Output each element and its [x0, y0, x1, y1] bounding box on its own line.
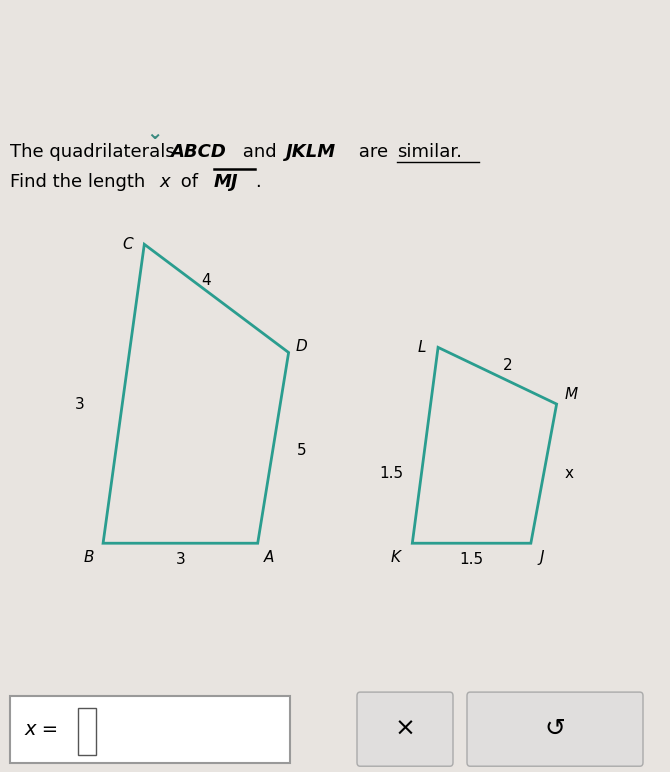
Text: x =: x = — [25, 720, 59, 739]
Text: x: x — [159, 174, 170, 191]
Text: 2: 2 — [503, 358, 513, 373]
Text: D: D — [295, 339, 308, 354]
FancyBboxPatch shape — [10, 696, 290, 763]
Text: are: are — [353, 143, 394, 161]
Text: 3: 3 — [75, 397, 85, 411]
Text: L: L — [417, 340, 426, 355]
Text: 5: 5 — [297, 443, 306, 458]
Text: similar.: similar. — [397, 143, 462, 161]
Text: A: A — [264, 550, 274, 565]
Text: The quadrilaterals: The quadrilaterals — [10, 143, 181, 161]
Text: MJ: MJ — [214, 174, 239, 191]
Text: of: of — [176, 174, 204, 191]
Text: x: x — [565, 466, 574, 481]
Text: ⌄: ⌄ — [147, 124, 163, 143]
Text: 1.5: 1.5 — [460, 552, 484, 567]
Text: Find the length: Find the length — [10, 174, 151, 191]
Text: K: K — [391, 550, 401, 565]
Text: J: J — [540, 550, 545, 565]
Text: 4: 4 — [202, 273, 211, 288]
Text: C: C — [123, 237, 133, 252]
Text: ABCD: ABCD — [170, 143, 226, 161]
FancyBboxPatch shape — [78, 709, 96, 755]
Text: B: B — [83, 550, 94, 565]
FancyBboxPatch shape — [357, 692, 453, 766]
Text: M: M — [565, 388, 578, 402]
Text: ×: × — [395, 717, 415, 741]
Text: .: . — [255, 174, 261, 191]
Text: JKLM: JKLM — [286, 143, 336, 161]
Text: ↺: ↺ — [545, 717, 565, 741]
Text: and: and — [237, 143, 283, 161]
Text: 3: 3 — [176, 552, 186, 567]
Text: 1.5: 1.5 — [380, 466, 404, 481]
FancyBboxPatch shape — [467, 692, 643, 766]
